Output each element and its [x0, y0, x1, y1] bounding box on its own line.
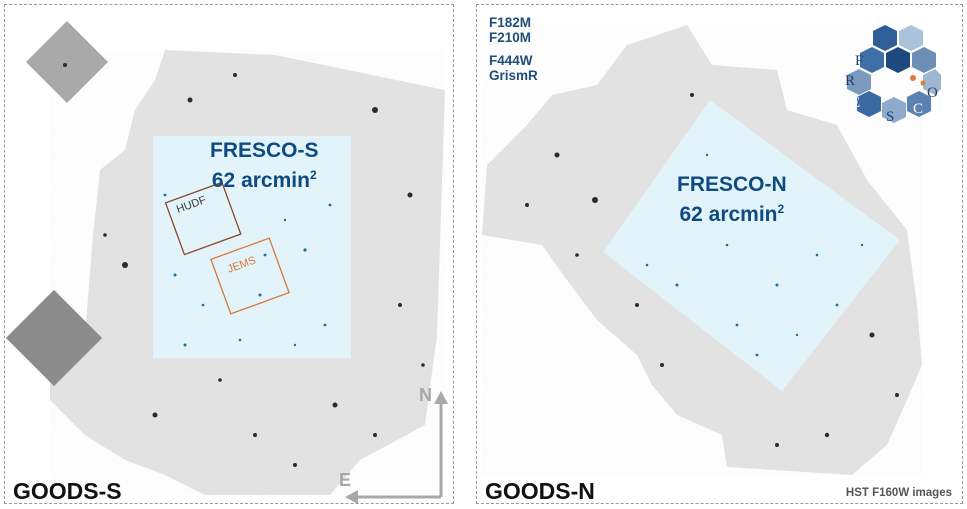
jems-box	[210, 237, 290, 315]
logo-letter-s: S	[886, 109, 894, 125]
logo-hexagons	[847, 25, 941, 123]
logo-letter-r: R	[845, 73, 855, 89]
compass-north-label: N	[419, 385, 432, 405]
fresco-n-footprint	[603, 100, 900, 391]
inset-tile-top	[25, 20, 109, 104]
logo-letter-e: E	[851, 95, 860, 111]
logo-star-2	[920, 80, 926, 86]
fresco-n-area: 62 arcmin2	[679, 202, 785, 226]
hudf-box	[164, 181, 242, 256]
fresco-s-sources	[163, 193, 332, 347]
star-field-s	[63, 63, 425, 467]
fresco-n-label: FRESCO-N 62 arcmin2	[677, 173, 787, 227]
fresco-s-name: FRESCO-S	[210, 139, 319, 162]
logo-star-1	[910, 75, 916, 81]
fresco-n-name: FRESCO-N	[677, 173, 787, 196]
logo-letter-c: C	[913, 101, 923, 117]
logo-letter-f: F	[855, 53, 863, 69]
filter-f182m: F182M	[489, 15, 532, 30]
filter-f210m: F210M	[489, 30, 532, 45]
compass-arrows	[357, 403, 443, 499]
goods-s-image	[5, 20, 448, 503]
goods-n-title: GOODS-N	[485, 478, 595, 504]
logo-letter-o: O	[927, 85, 938, 101]
goods-s-title: GOODS-S	[13, 478, 122, 504]
filter-grismr: GrismR	[489, 68, 538, 83]
east-arrowhead	[345, 490, 358, 503]
filter-f444w: F444W	[489, 53, 533, 68]
fresco-s-footprint	[153, 136, 351, 358]
compass-east-label: E	[339, 470, 352, 490]
inset-tile-bottom	[5, 289, 103, 387]
star-field-n	[525, 93, 899, 447]
fresco-s-area: 62 arcmin2	[211, 168, 317, 192]
north-arrowhead	[434, 391, 448, 404]
filter-list: F182M F210M F444W GrismR	[489, 15, 538, 83]
fresco-logo: F R E S C O	[845, 25, 941, 125]
fresco-n-sources	[645, 153, 864, 357]
fresco-s-label: FRESCO-S 62 arcmin2	[210, 139, 319, 193]
image-credit: HST F160W images	[845, 487, 952, 499]
goods-n-panel: F R E S C O F182M F210M F444W GrismR FRE…	[476, 4, 963, 504]
goods-n-image	[482, 25, 922, 475]
goods-s-panel: FRESCO-S 62 arcmin2 HUDF JEMS N E GOODS-…	[4, 4, 454, 504]
